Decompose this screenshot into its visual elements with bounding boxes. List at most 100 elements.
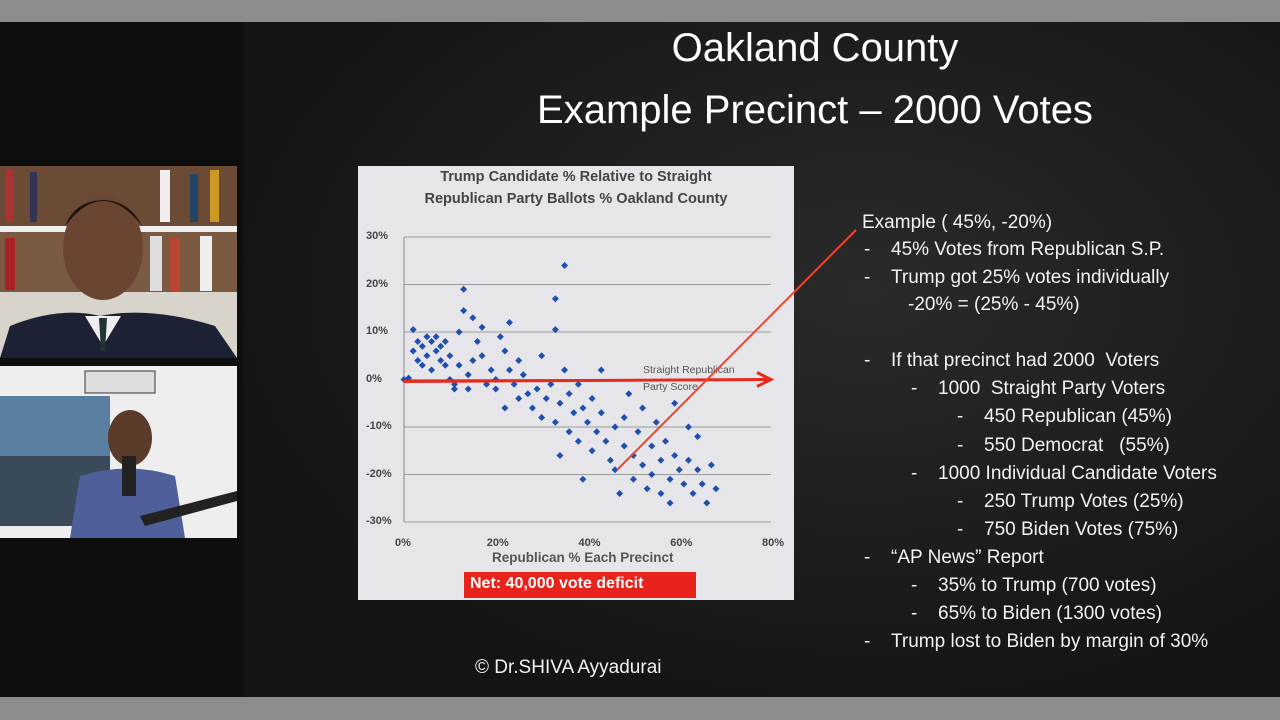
bullet-text: 450 Republican (45%) [984, 406, 1173, 427]
data-point [538, 352, 546, 360]
data-point [533, 385, 541, 393]
data-point [428, 366, 436, 374]
data-point [519, 371, 527, 379]
copyright-text: © Dr.SHIVA Ayyadurai [475, 657, 662, 678]
bottom-bar [0, 697, 1280, 720]
data-point [588, 447, 596, 455]
data-point [460, 285, 468, 293]
scatter-chart: Trump Candidate % Relative to Straight R… [358, 166, 794, 600]
x-axis-label: Republican % Each Precinct [492, 550, 674, 565]
data-point [639, 461, 647, 469]
data-point [437, 357, 445, 364]
data-point [515, 395, 523, 402]
data-point [620, 442, 628, 450]
slide-title-line2: Example Precinct – 2000 Votes [537, 88, 1093, 132]
bullet-dash: - [911, 575, 918, 596]
x-tick-label: 60% [670, 537, 693, 549]
participants-panel [0, 22, 243, 697]
bullet-dash: - [957, 406, 964, 427]
data-point [620, 414, 628, 421]
data-point [432, 333, 440, 341]
x-tick-label: 0% [395, 537, 411, 549]
bullet-dash: - [864, 350, 871, 371]
y-tick-label: 10% [366, 325, 389, 337]
bullet-text: 35% to Trump (700 votes) [938, 575, 1157, 596]
data-point [501, 404, 509, 412]
data-point [432, 347, 440, 355]
data-point [694, 433, 702, 440]
bullet-dash: - [911, 463, 918, 484]
data-point [460, 307, 468, 315]
data-point [629, 452, 637, 459]
straight-party-arrow-line [403, 378, 768, 383]
data-point [703, 499, 711, 507]
data-point [671, 452, 679, 459]
guest-video-frame [0, 370, 237, 538]
participant-video-guest[interactable] [0, 366, 237, 538]
data-point [639, 404, 647, 412]
data-point [551, 295, 559, 303]
participant-video-host[interactable] [0, 166, 237, 358]
bullet-dash: - [911, 603, 918, 624]
data-point [634, 428, 642, 436]
bullet-text: 65% to Biden (1300 votes) [938, 603, 1162, 624]
data-point [492, 385, 500, 393]
data-point [597, 409, 605, 417]
data-point [648, 471, 656, 478]
data-point [574, 437, 582, 445]
data-point [551, 326, 559, 334]
data-point [418, 361, 426, 369]
data-point [547, 380, 555, 388]
data-point [478, 352, 486, 360]
slide-title-line1: Oakland County [671, 26, 959, 70]
bullet-text: If that precinct had 2000 Voters [891, 350, 1160, 371]
data-point [570, 409, 578, 417]
data-point [506, 319, 514, 326]
data-point [409, 347, 417, 355]
data-point [712, 485, 720, 493]
data-point [574, 380, 582, 388]
data-point [666, 475, 674, 483]
bullet-dash: - [957, 519, 964, 540]
data-point [538, 414, 546, 421]
data-point [584, 418, 591, 426]
data-point [602, 437, 610, 445]
data-point [579, 475, 587, 483]
data-point [405, 374, 413, 382]
bullet-text: Trump got 25% votes individually [891, 267, 1170, 288]
bullet-dash: - [957, 491, 964, 512]
bullet-dash: - [864, 267, 871, 288]
data-point [556, 399, 564, 407]
annotation-line1: Straight Republican [643, 364, 735, 376]
data-point [455, 328, 463, 336]
bullet-text: 250 Trump Votes (25%) [984, 491, 1184, 512]
data-point [666, 499, 674, 507]
y-tick-label: -10% [366, 420, 392, 432]
bullet-dash: - [864, 547, 871, 568]
data-point [675, 466, 683, 474]
x-tick-label: 80% [762, 537, 785, 549]
data-point [565, 428, 573, 436]
data-point [506, 366, 514, 374]
data-point [657, 490, 665, 497]
data-point [473, 338, 481, 345]
y-tick-label: -20% [366, 467, 392, 480]
data-point [469, 357, 477, 364]
bullet-dash: - [864, 631, 871, 652]
data-point [437, 342, 445, 350]
data-point [606, 456, 614, 464]
top-bar [0, 0, 1280, 22]
bullet-text: 750 Biden Votes (75%) [984, 519, 1179, 540]
data-point [694, 466, 702, 474]
host-video-frame [0, 166, 237, 358]
data-point [684, 423, 692, 431]
bullet-dash: - [957, 435, 964, 456]
chart-title-line1: Trump Candidate % Relative to Straight [440, 169, 712, 185]
data-point [423, 352, 431, 360]
data-point [680, 480, 688, 488]
data-point [657, 456, 665, 464]
data-point [565, 390, 573, 398]
data-point [423, 333, 431, 341]
chart-plot-area [400, 236, 775, 523]
x-tick-label: 20% [486, 537, 509, 549]
